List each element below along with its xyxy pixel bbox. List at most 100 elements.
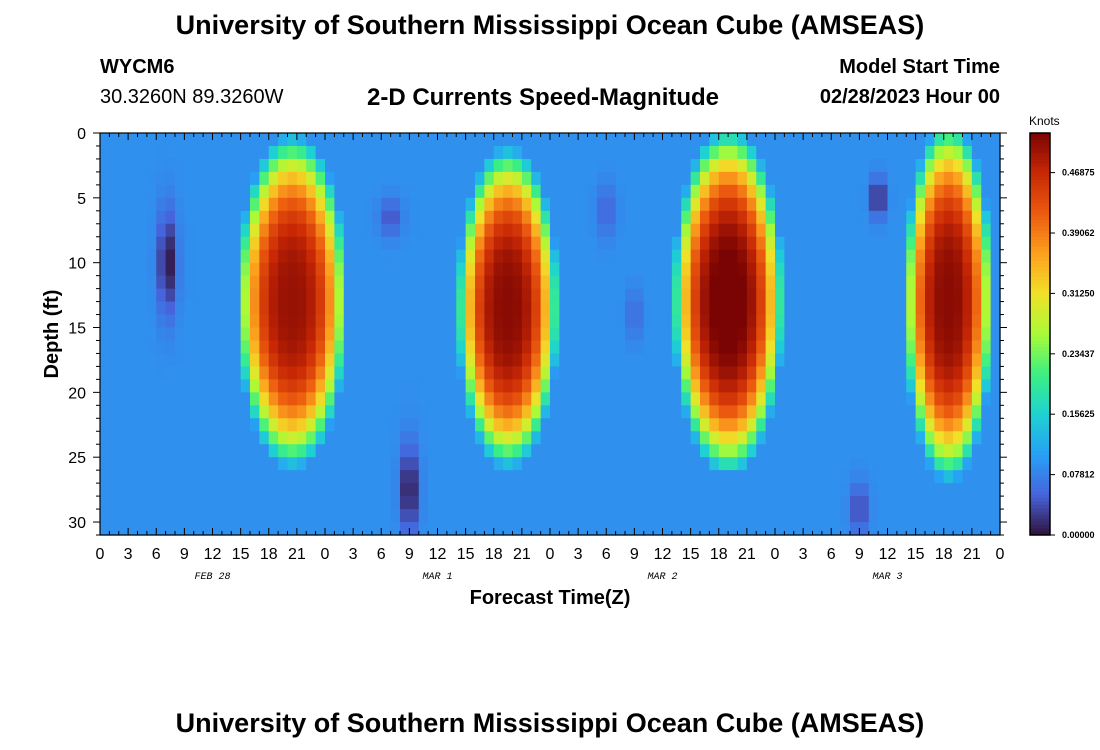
heatmap-cell bbox=[775, 483, 785, 497]
heatmap-cell bbox=[671, 366, 682, 380]
heatmap-cell bbox=[765, 405, 776, 419]
colorbar-segment bbox=[1030, 471, 1050, 476]
heatmap-cell bbox=[643, 353, 654, 368]
heatmap-cell bbox=[250, 379, 260, 393]
heatmap-cell bbox=[193, 509, 204, 523]
heatmap-cell bbox=[259, 431, 270, 445]
heatmap-cell bbox=[803, 457, 814, 471]
heatmap-cell bbox=[512, 366, 523, 380]
heatmap-cell bbox=[812, 327, 823, 342]
heatmap-cell bbox=[184, 275, 195, 290]
heatmap-cell bbox=[362, 405, 373, 419]
heatmap-cell bbox=[484, 431, 495, 445]
heatmap-cell bbox=[559, 314, 570, 329]
heatmap-cell bbox=[146, 470, 157, 484]
heatmap-cell bbox=[334, 496, 345, 510]
heatmap-cell bbox=[578, 496, 589, 510]
heatmap-cell bbox=[475, 197, 485, 212]
heatmap-cell bbox=[821, 236, 832, 251]
heatmap-cell bbox=[906, 288, 917, 303]
heatmap-cell bbox=[306, 418, 317, 432]
heatmap-cell bbox=[925, 197, 935, 212]
day-label: MAR 3 bbox=[872, 572, 902, 583]
heatmap-cell bbox=[859, 171, 870, 186]
heatmap-cell bbox=[137, 457, 148, 471]
heatmap-cell bbox=[550, 197, 560, 212]
heatmap-cell bbox=[296, 431, 307, 445]
heatmap-cell bbox=[175, 288, 185, 303]
heatmap-cell bbox=[756, 262, 767, 277]
heatmap-cell bbox=[343, 366, 354, 380]
heatmap-cell bbox=[456, 418, 467, 432]
heatmap-cell bbox=[625, 418, 635, 432]
heatmap-cell bbox=[596, 353, 607, 368]
heatmap-cell bbox=[784, 509, 795, 523]
heatmap-cell bbox=[165, 392, 176, 406]
heatmap-cell bbox=[840, 483, 851, 497]
heatmap-cell bbox=[915, 158, 926, 173]
heatmap-cell bbox=[859, 522, 870, 536]
heatmap-cell bbox=[550, 444, 560, 458]
heatmap-cell bbox=[137, 133, 148, 147]
heatmap-cell bbox=[325, 522, 335, 536]
heatmap-cell bbox=[212, 457, 223, 471]
heatmap-cell bbox=[812, 405, 823, 419]
heatmap-cell bbox=[737, 236, 748, 251]
heatmap-cell bbox=[587, 418, 598, 432]
heatmap-cell bbox=[193, 340, 204, 355]
colorbar-segment bbox=[1030, 327, 1050, 332]
heatmap-cell bbox=[850, 133, 860, 147]
heatmap-cell bbox=[353, 340, 364, 355]
heatmap-cell bbox=[418, 223, 429, 238]
heatmap-cell bbox=[728, 275, 739, 290]
heatmap-cell bbox=[812, 457, 823, 471]
heatmap-cell bbox=[606, 249, 617, 264]
heatmap-cell bbox=[343, 392, 354, 406]
heatmap-cell bbox=[390, 158, 401, 173]
heatmap-cell bbox=[512, 210, 523, 225]
heatmap-cell bbox=[128, 483, 139, 497]
heatmap-cell bbox=[662, 379, 673, 393]
heatmap-cell bbox=[512, 457, 523, 471]
heatmap-cell bbox=[306, 184, 317, 199]
heatmap-cell bbox=[156, 340, 167, 355]
heatmap-cell bbox=[625, 379, 635, 393]
heatmap-cell bbox=[878, 470, 889, 484]
heatmap-cell bbox=[531, 133, 542, 147]
heatmap-cell bbox=[831, 431, 842, 445]
heatmap-cell bbox=[521, 522, 532, 536]
heatmap-cell bbox=[971, 444, 982, 458]
heatmap-cell bbox=[221, 379, 232, 393]
heatmap-cell bbox=[259, 509, 270, 523]
heatmap-cell bbox=[512, 236, 523, 251]
colorbar-segment bbox=[1030, 243, 1050, 248]
heatmap-cell bbox=[587, 366, 598, 380]
heatmap-cell bbox=[606, 197, 617, 212]
heatmap-cell bbox=[250, 288, 260, 303]
heatmap-cell bbox=[737, 223, 748, 238]
heatmap-cell bbox=[606, 340, 617, 355]
heatmap-cell bbox=[203, 171, 214, 186]
heatmap-cell bbox=[418, 353, 429, 368]
heatmap-cell bbox=[268, 457, 279, 471]
heatmap-cell bbox=[981, 133, 992, 147]
heatmap-cell bbox=[531, 509, 542, 523]
heatmap-cell bbox=[793, 496, 804, 510]
heatmap-cell bbox=[568, 184, 579, 199]
heatmap-cell bbox=[428, 236, 439, 251]
colorbar-segment bbox=[1030, 454, 1050, 459]
heatmap-cell bbox=[896, 509, 907, 523]
heatmap-cell bbox=[887, 145, 898, 160]
heatmap-cell bbox=[896, 210, 907, 225]
heatmap-cell bbox=[559, 236, 570, 251]
heatmap-cell bbox=[118, 418, 129, 432]
heatmap-cell bbox=[625, 145, 635, 160]
heatmap-cell bbox=[709, 353, 720, 368]
heatmap-cell bbox=[118, 197, 129, 212]
heatmap-cell bbox=[475, 353, 485, 368]
heatmap-cell bbox=[578, 366, 589, 380]
heatmap-cell bbox=[353, 392, 364, 406]
heatmap-cell bbox=[325, 145, 335, 160]
heatmap-cell bbox=[484, 496, 495, 510]
heatmap-cell bbox=[550, 301, 560, 316]
